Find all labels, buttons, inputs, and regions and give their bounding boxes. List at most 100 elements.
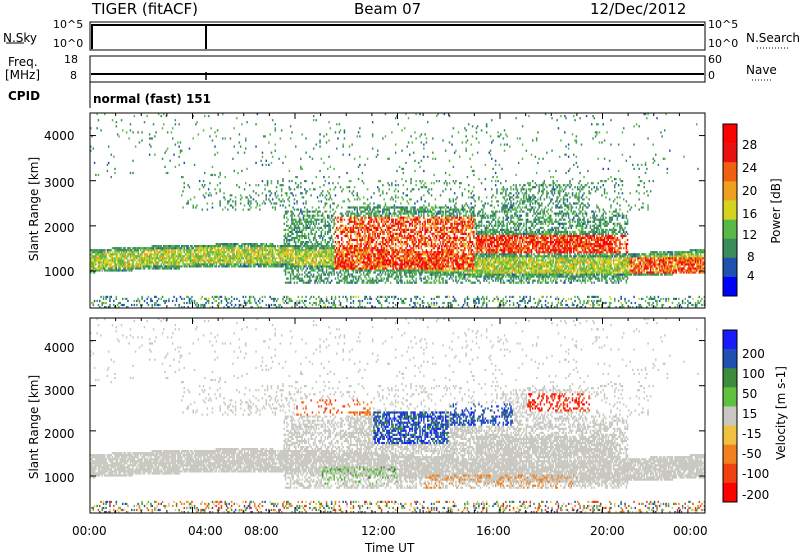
power-cell [342, 255, 344, 257]
power-cell [364, 231, 366, 233]
power-cell [390, 223, 392, 225]
power-cell [396, 170, 398, 172]
power-cell [231, 296, 233, 298]
power-cell [372, 225, 374, 227]
power-cell [98, 253, 100, 255]
power-cell [399, 206, 401, 208]
power-cell [404, 298, 406, 300]
power-cell [327, 278, 329, 280]
power-cell [357, 198, 359, 200]
power-cell [178, 146, 180, 148]
power-cell [342, 231, 344, 233]
power-cell [190, 261, 192, 263]
power-cell [404, 269, 406, 271]
power-cell [259, 263, 261, 265]
power-cell [187, 255, 189, 257]
power-cell [368, 274, 370, 276]
power-cell [392, 247, 394, 249]
power-cell [212, 247, 214, 249]
power-cell [231, 247, 233, 249]
power-cell [389, 231, 391, 233]
power-cell [316, 219, 318, 221]
power-cell [359, 164, 361, 166]
power-cell [326, 282, 328, 284]
power-cell [91, 263, 93, 265]
power-cell [401, 217, 403, 219]
power-cell [414, 131, 416, 133]
power-cell [353, 190, 355, 192]
power-cell [333, 188, 335, 190]
power-cell [146, 302, 148, 304]
power-cell [371, 251, 373, 253]
power-cell [407, 249, 409, 251]
power-cell [234, 245, 236, 247]
power-cell [295, 276, 297, 278]
power-cell [385, 221, 387, 223]
power-cell [254, 300, 256, 302]
power-cell [407, 219, 409, 221]
power-cell [316, 249, 318, 251]
power-cell [182, 176, 184, 178]
power-cell [250, 265, 252, 267]
power-cell [350, 265, 352, 267]
power-cell [412, 141, 414, 143]
power-cell [216, 300, 218, 302]
power-cell [300, 243, 302, 245]
power-cell [300, 253, 302, 255]
power-cell [286, 267, 288, 269]
power-cell [275, 263, 277, 265]
power-cell [262, 180, 264, 182]
power-cell [403, 223, 405, 225]
power-cell [313, 276, 315, 278]
power-cell [299, 261, 301, 263]
power-cell [355, 282, 357, 284]
power-cell [363, 263, 365, 265]
power-cell [222, 137, 224, 139]
power-cell [383, 225, 385, 227]
power-cell [136, 265, 138, 267]
power-cell [268, 198, 270, 200]
power-cell [284, 261, 286, 263]
power-cell [340, 276, 342, 278]
power-cell [332, 241, 334, 243]
power-cell [122, 265, 124, 267]
power-cell [381, 269, 383, 271]
power-cell [349, 251, 351, 253]
power-cell [413, 243, 415, 245]
power-cell [219, 200, 221, 202]
power-cell [304, 188, 306, 190]
power-cell [410, 237, 412, 239]
power-cell [268, 261, 270, 263]
power-cell [349, 229, 351, 231]
power-cell [100, 259, 102, 261]
power-cell [272, 198, 274, 200]
power-cell [345, 261, 347, 263]
power-cell [105, 298, 107, 300]
power-cell [401, 276, 403, 278]
power-cell [239, 249, 241, 251]
power-cell [349, 241, 351, 243]
power-cell [377, 221, 379, 223]
power-cell [266, 263, 268, 265]
power-cell [280, 137, 282, 139]
power-cell [278, 251, 280, 253]
power-cell [395, 261, 397, 263]
power-cell [357, 261, 359, 263]
power-cell [227, 261, 229, 263]
power-cell [362, 249, 364, 251]
power-cell [385, 257, 387, 259]
power-cell [200, 253, 202, 255]
power-cell [355, 259, 357, 261]
power-cell [178, 257, 180, 259]
power-cell [263, 243, 265, 245]
power-cell [363, 249, 365, 251]
power-cell [290, 239, 292, 241]
power-cell [305, 263, 307, 265]
power-cell [139, 255, 141, 257]
power-cell [323, 235, 325, 237]
power-cell [328, 121, 330, 123]
power-cell [316, 267, 318, 269]
power-cell [240, 194, 242, 196]
power-cell [169, 267, 171, 269]
power-cell [377, 223, 379, 225]
